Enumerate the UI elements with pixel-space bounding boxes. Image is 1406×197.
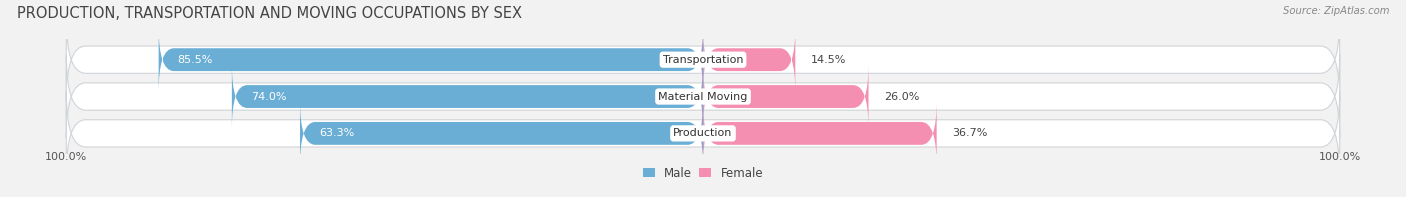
FancyBboxPatch shape <box>66 18 1340 101</box>
Text: Production: Production <box>673 128 733 138</box>
Legend: Male, Female: Male, Female <box>643 167 763 180</box>
FancyBboxPatch shape <box>703 101 936 166</box>
Text: Material Moving: Material Moving <box>658 92 748 101</box>
FancyBboxPatch shape <box>703 64 869 129</box>
Text: 100.0%: 100.0% <box>45 152 87 162</box>
FancyBboxPatch shape <box>703 27 796 92</box>
FancyBboxPatch shape <box>299 101 703 166</box>
Text: Transportation: Transportation <box>662 55 744 65</box>
Text: 100.0%: 100.0% <box>1319 152 1361 162</box>
Text: 36.7%: 36.7% <box>952 128 987 138</box>
FancyBboxPatch shape <box>159 27 703 92</box>
Text: 63.3%: 63.3% <box>319 128 354 138</box>
Text: Source: ZipAtlas.com: Source: ZipAtlas.com <box>1282 6 1389 16</box>
Text: 14.5%: 14.5% <box>811 55 846 65</box>
Text: PRODUCTION, TRANSPORTATION AND MOVING OCCUPATIONS BY SEX: PRODUCTION, TRANSPORTATION AND MOVING OC… <box>17 6 522 21</box>
Text: 85.5%: 85.5% <box>177 55 214 65</box>
Text: 26.0%: 26.0% <box>884 92 920 101</box>
FancyBboxPatch shape <box>66 92 1340 175</box>
FancyBboxPatch shape <box>66 55 1340 138</box>
FancyBboxPatch shape <box>232 64 703 129</box>
Text: 74.0%: 74.0% <box>250 92 287 101</box>
